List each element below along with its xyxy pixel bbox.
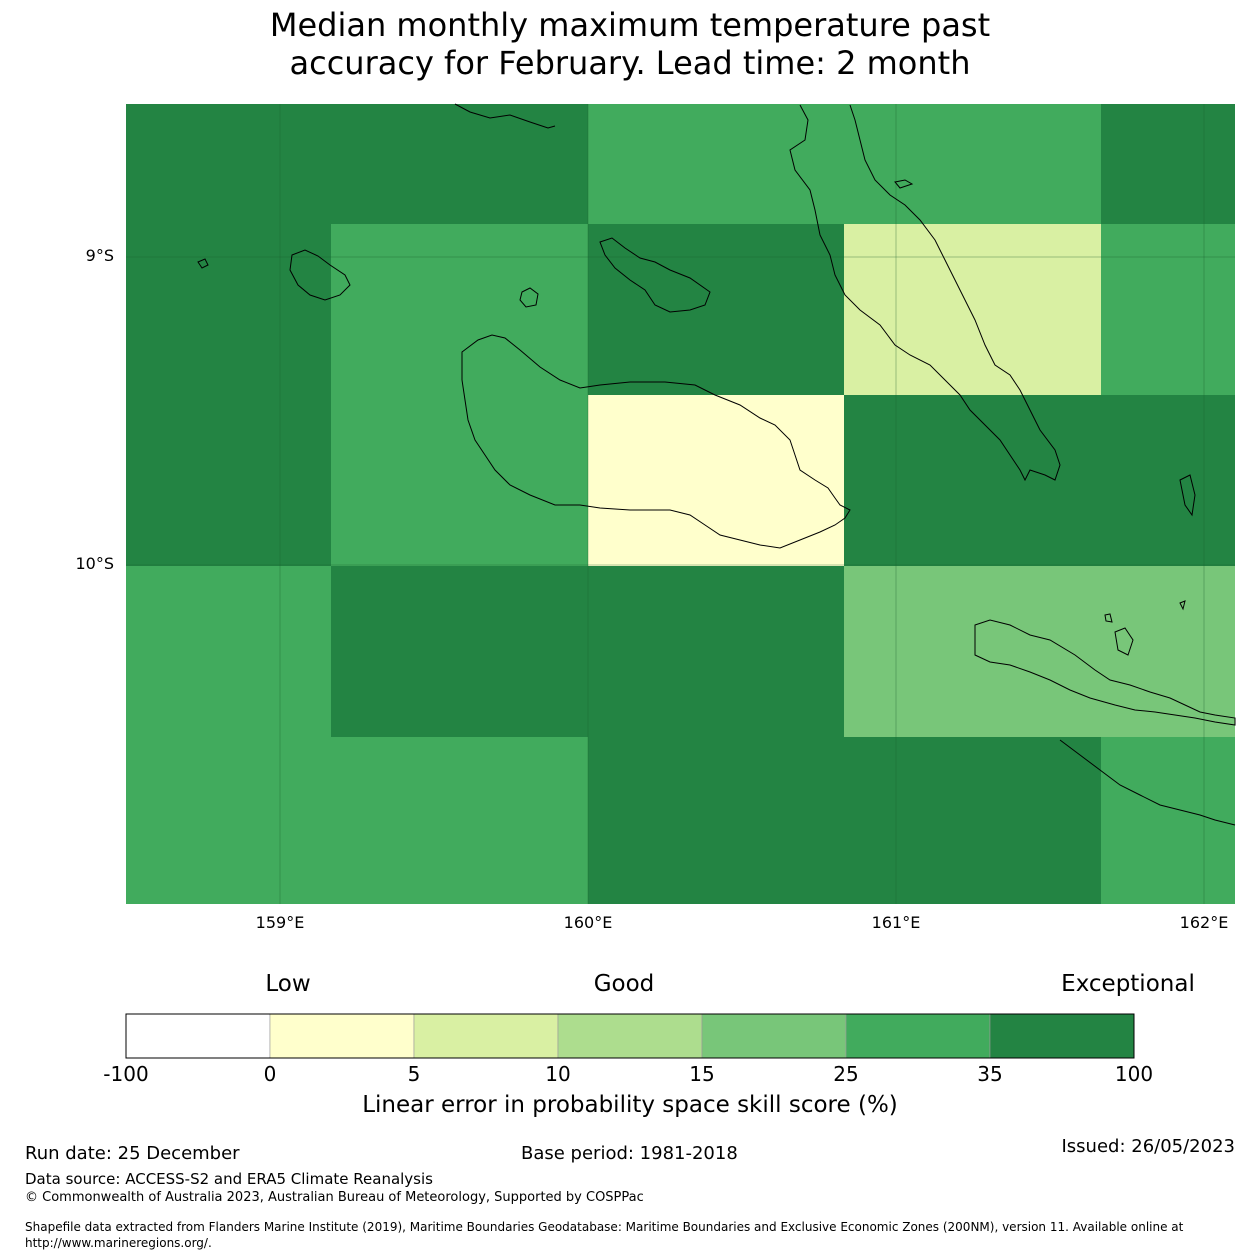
map-cell bbox=[126, 224, 331, 395]
coastline-isabel bbox=[454, 103, 556, 129]
base-period: Base period: 1981-2018 bbox=[521, 1143, 738, 1164]
map-cell bbox=[844, 395, 1235, 566]
lon-label-161e: 161°E bbox=[871, 913, 921, 932]
coastline-islet bbox=[519, 287, 539, 308]
legend-category-exceptional: Exceptional bbox=[1061, 971, 1195, 997]
lat-label-9s: 9°S bbox=[85, 246, 114, 265]
coastline-makira bbox=[974, 619, 1236, 726]
map-cell bbox=[844, 224, 1101, 395]
coastline-malaita bbox=[789, 104, 1061, 482]
lon-label-159e: 159°E bbox=[255, 913, 305, 932]
map-cell bbox=[588, 224, 844, 395]
map-cell bbox=[1101, 224, 1235, 395]
colorbar-tick: 5 bbox=[407, 1062, 421, 1086]
title-line-2: accuracy for February. Lead time: 2 mont… bbox=[289, 44, 971, 82]
coastline-islet bbox=[197, 258, 209, 269]
colorbar-tick: 100 bbox=[1114, 1062, 1154, 1086]
coastline-guadalcanal bbox=[461, 334, 851, 549]
colorbar-tick: -100 bbox=[103, 1062, 149, 1086]
colorbar-tick: 25 bbox=[833, 1062, 859, 1086]
coastline-islet bbox=[1179, 600, 1186, 611]
legend-category-low: Low bbox=[265, 971, 311, 997]
run-date: Run date: 25 December bbox=[25, 1143, 240, 1164]
colorbar-tick: 35 bbox=[977, 1062, 1003, 1086]
map-cell bbox=[126, 737, 588, 904]
coastlines bbox=[197, 103, 1236, 826]
lat-label-10s: 10°S bbox=[75, 554, 114, 573]
map-cell bbox=[331, 224, 588, 395]
lon-label-162e: 162°E bbox=[1179, 913, 1229, 932]
copyright: © Commonwealth of Australia 2023, Austra… bbox=[25, 1190, 644, 1205]
coastline-islet bbox=[894, 179, 914, 189]
map-cell bbox=[126, 566, 331, 737]
map-cell bbox=[588, 395, 844, 566]
coastline-islet bbox=[1104, 613, 1113, 623]
map-cell bbox=[331, 566, 844, 737]
map-cell bbox=[844, 566, 1235, 737]
map-cell bbox=[126, 395, 331, 566]
map-cell bbox=[331, 395, 588, 566]
coastline-florida-islands bbox=[599, 237, 711, 313]
colorbar-tick: 0 bbox=[263, 1062, 277, 1086]
shapefile-credit-line-1: Shapefile data extracted from Flanders M… bbox=[25, 1220, 1184, 1234]
chart-title: Median monthly maximum temperature past … bbox=[0, 6, 1260, 82]
data-source: Data source: ACCESS-S2 and ERA5 Climate … bbox=[25, 1170, 433, 1188]
grid-cells bbox=[126, 104, 1235, 904]
coastline-makira-south bbox=[1059, 739, 1236, 826]
graticule bbox=[126, 104, 1235, 904]
coastline-russell-islands bbox=[289, 249, 351, 301]
map-cell bbox=[1101, 737, 1235, 904]
coastline-islet bbox=[1179, 474, 1196, 517]
shapefile-credit-line-2: http://www.marineregions.org/. bbox=[25, 1236, 212, 1250]
issued-date: Issued: 26/05/2023 bbox=[1061, 1136, 1235, 1157]
title-line-1: Median monthly maximum temperature past bbox=[269, 6, 991, 44]
legend-category-good: Good bbox=[593, 971, 655, 997]
map-cell bbox=[126, 104, 588, 224]
colorbar-tick: 10 bbox=[545, 1062, 571, 1086]
map-cell bbox=[588, 104, 1101, 224]
colorbar-label: Linear error in probability space skill … bbox=[362, 1092, 898, 1118]
coastline-islet bbox=[1114, 627, 1134, 656]
lon-label-160e: 160°E bbox=[563, 913, 613, 932]
colorbar-tick: 15 bbox=[689, 1062, 715, 1086]
map-cell bbox=[588, 737, 1101, 904]
map-cell bbox=[1101, 104, 1235, 224]
